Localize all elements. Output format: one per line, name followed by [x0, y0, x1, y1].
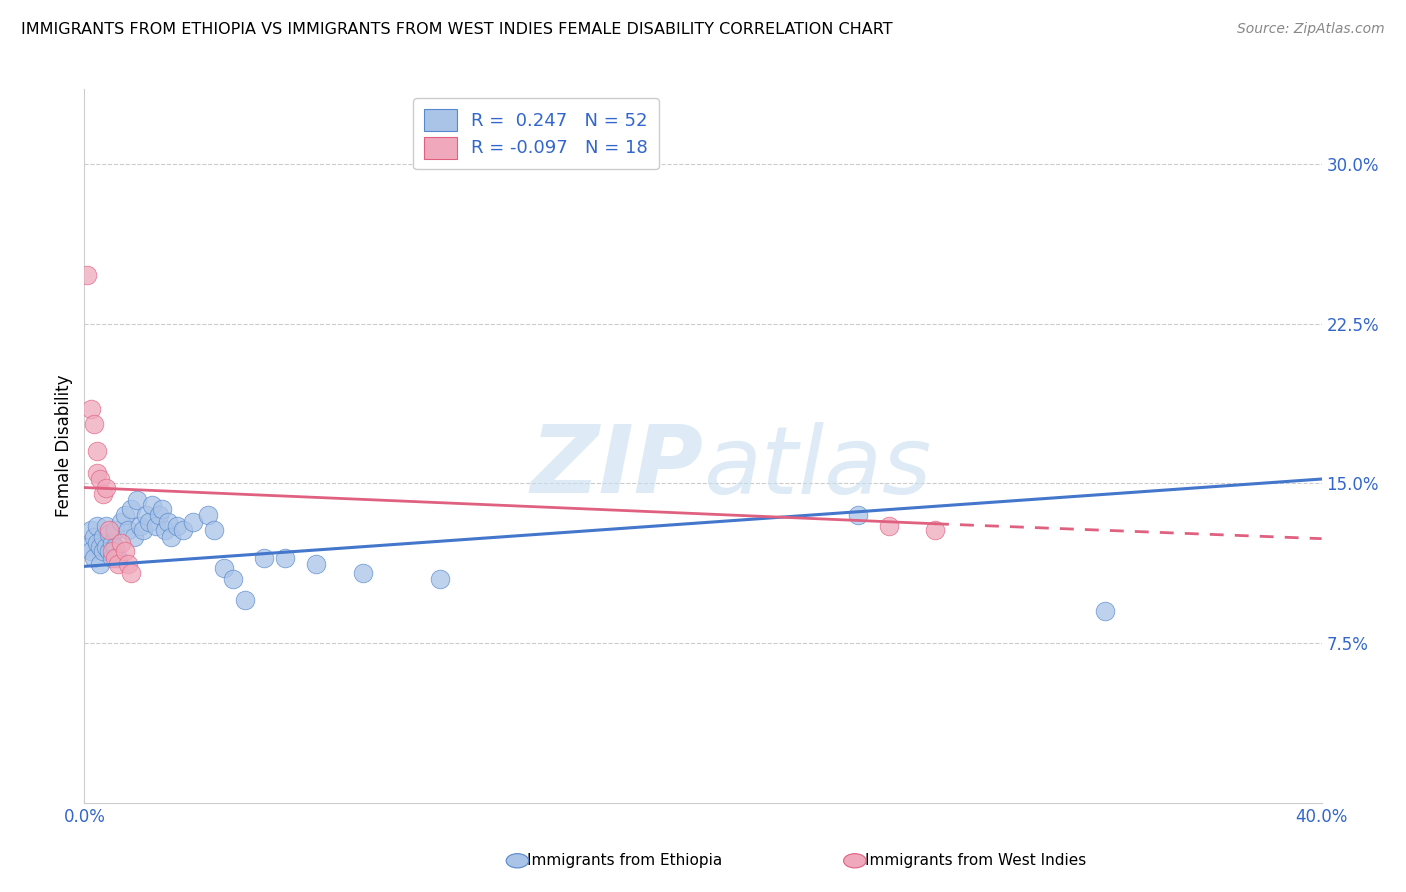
Point	[120, 566, 142, 580]
Point	[202, 523, 225, 537]
Point	[98, 523, 121, 537]
Point	[181, 515, 204, 529]
Point	[877, 519, 900, 533]
Point	[132, 523, 155, 537]
Point	[79, 401, 101, 416]
Point	[114, 544, 136, 558]
Point	[91, 487, 114, 501]
Text: Immigrants from West Indies: Immigrants from West Indies	[865, 854, 1085, 868]
Point	[117, 558, 139, 572]
Point	[924, 523, 946, 537]
Point	[233, 593, 256, 607]
Point	[125, 493, 148, 508]
Point	[98, 544, 121, 558]
Point	[253, 550, 276, 565]
Point	[122, 529, 145, 543]
Point	[148, 508, 170, 523]
Point	[107, 550, 129, 565]
Point	[86, 536, 108, 550]
Point	[91, 544, 114, 558]
Point	[91, 529, 114, 543]
Point	[101, 550, 124, 565]
Text: ZIP: ZIP	[530, 421, 703, 514]
Point	[156, 515, 179, 529]
Point	[138, 515, 160, 529]
Point	[110, 515, 132, 529]
Point	[101, 544, 124, 558]
Text: IMMIGRANTS FROM ETHIOPIA VS IMMIGRANTS FROM WEST INDIES FEMALE DISABILITY CORREL: IMMIGRANTS FROM ETHIOPIA VS IMMIGRANTS F…	[21, 22, 893, 37]
Point	[83, 550, 105, 565]
Text: Immigrants from Ethiopia: Immigrants from Ethiopia	[527, 854, 723, 868]
Point	[274, 550, 297, 565]
Point	[104, 540, 127, 554]
Point	[114, 508, 136, 523]
Point	[352, 566, 374, 580]
Point	[110, 536, 132, 550]
Point	[153, 523, 176, 537]
Point	[129, 519, 152, 533]
Point	[846, 508, 869, 523]
Point	[212, 561, 235, 575]
Point	[101, 536, 124, 550]
Point	[86, 466, 108, 480]
Point	[89, 540, 111, 554]
Legend: R =  0.247   N = 52, R = -0.097   N = 18: R = 0.247 N = 52, R = -0.097 N = 18	[413, 98, 658, 169]
Point	[145, 519, 167, 533]
Point	[150, 501, 173, 516]
Point	[197, 508, 219, 523]
Point	[86, 519, 108, 533]
Point	[141, 498, 163, 512]
Point	[86, 444, 108, 458]
Y-axis label: Female Disability: Female Disability	[55, 375, 73, 517]
Point	[120, 501, 142, 516]
Point	[135, 508, 157, 523]
Point	[117, 523, 139, 537]
Point	[305, 558, 328, 572]
Text: Source: ZipAtlas.com: Source: ZipAtlas.com	[1237, 22, 1385, 37]
Point	[172, 523, 194, 537]
Point	[104, 523, 127, 537]
Point	[76, 268, 98, 282]
Point	[79, 544, 101, 558]
Point	[160, 529, 183, 543]
Point	[94, 519, 117, 533]
Point	[222, 572, 245, 586]
Point	[76, 540, 98, 554]
Point	[107, 558, 129, 572]
Point	[429, 572, 451, 586]
Point	[79, 523, 101, 537]
Point	[94, 540, 117, 554]
Text: atlas: atlas	[703, 422, 931, 513]
Point	[1094, 604, 1116, 618]
Point	[98, 527, 121, 541]
Point	[166, 519, 188, 533]
Point	[89, 472, 111, 486]
Point	[104, 550, 127, 565]
Point	[83, 529, 105, 543]
Point	[89, 558, 111, 572]
Point	[83, 417, 105, 431]
Point	[94, 481, 117, 495]
